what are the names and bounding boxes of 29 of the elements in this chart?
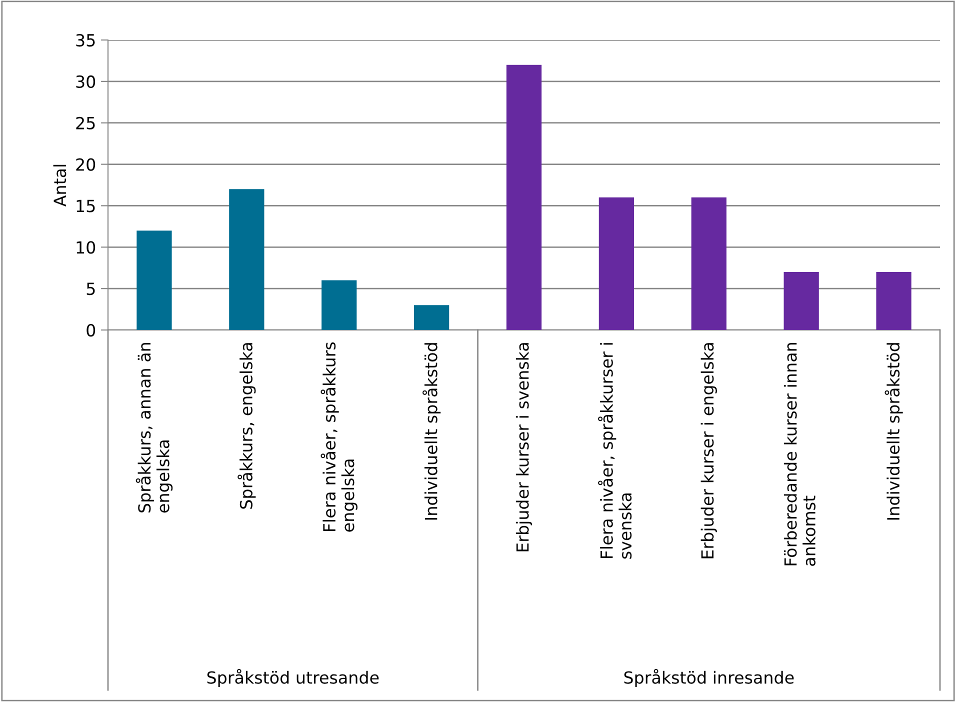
x-tick-label: Språkkurs, annan än engelska xyxy=(136,343,173,513)
x-tick-label: Individuellt språkstöd xyxy=(422,343,441,520)
bar xyxy=(322,280,357,330)
x-tick-label: Förberedande kurser innan ankomst xyxy=(784,343,816,566)
x-tick-label: Flera nivåer, språkkurser i svenska xyxy=(598,343,632,559)
bar xyxy=(876,272,912,330)
x-tick-label: Flera nivåer, språkkurs engelska xyxy=(320,342,358,532)
bar xyxy=(598,197,634,330)
bar xyxy=(136,230,172,330)
y-tick-label: 15 xyxy=(76,200,95,212)
bar xyxy=(229,189,264,330)
text: Språkstöd utresande xyxy=(207,668,379,688)
x-tick-label: Individuellt språkstöd xyxy=(884,343,903,520)
y-tick-label: 0 xyxy=(86,324,96,337)
y-axis-title: Antal xyxy=(53,164,66,207)
bar xyxy=(506,64,542,330)
bar xyxy=(414,305,450,330)
y-tick-label: 10 xyxy=(76,241,96,254)
bar xyxy=(691,197,726,330)
text: Språkstöd inresande xyxy=(624,668,794,688)
y-tick-label: 35 xyxy=(76,34,95,47)
x-tick-label: Erbjuder kurser i engelska xyxy=(700,343,717,558)
y-tick-label: 5 xyxy=(86,282,95,296)
bar xyxy=(784,272,819,330)
y-tick-label: 25 xyxy=(76,116,95,130)
y-tick-label: 30 xyxy=(76,75,96,88)
x-tick-label: Språkkurs, engelska xyxy=(238,343,256,509)
x-tick-label: Erbjuder kurser i svenska xyxy=(516,343,532,552)
y-tick-label: 20 xyxy=(76,158,96,171)
